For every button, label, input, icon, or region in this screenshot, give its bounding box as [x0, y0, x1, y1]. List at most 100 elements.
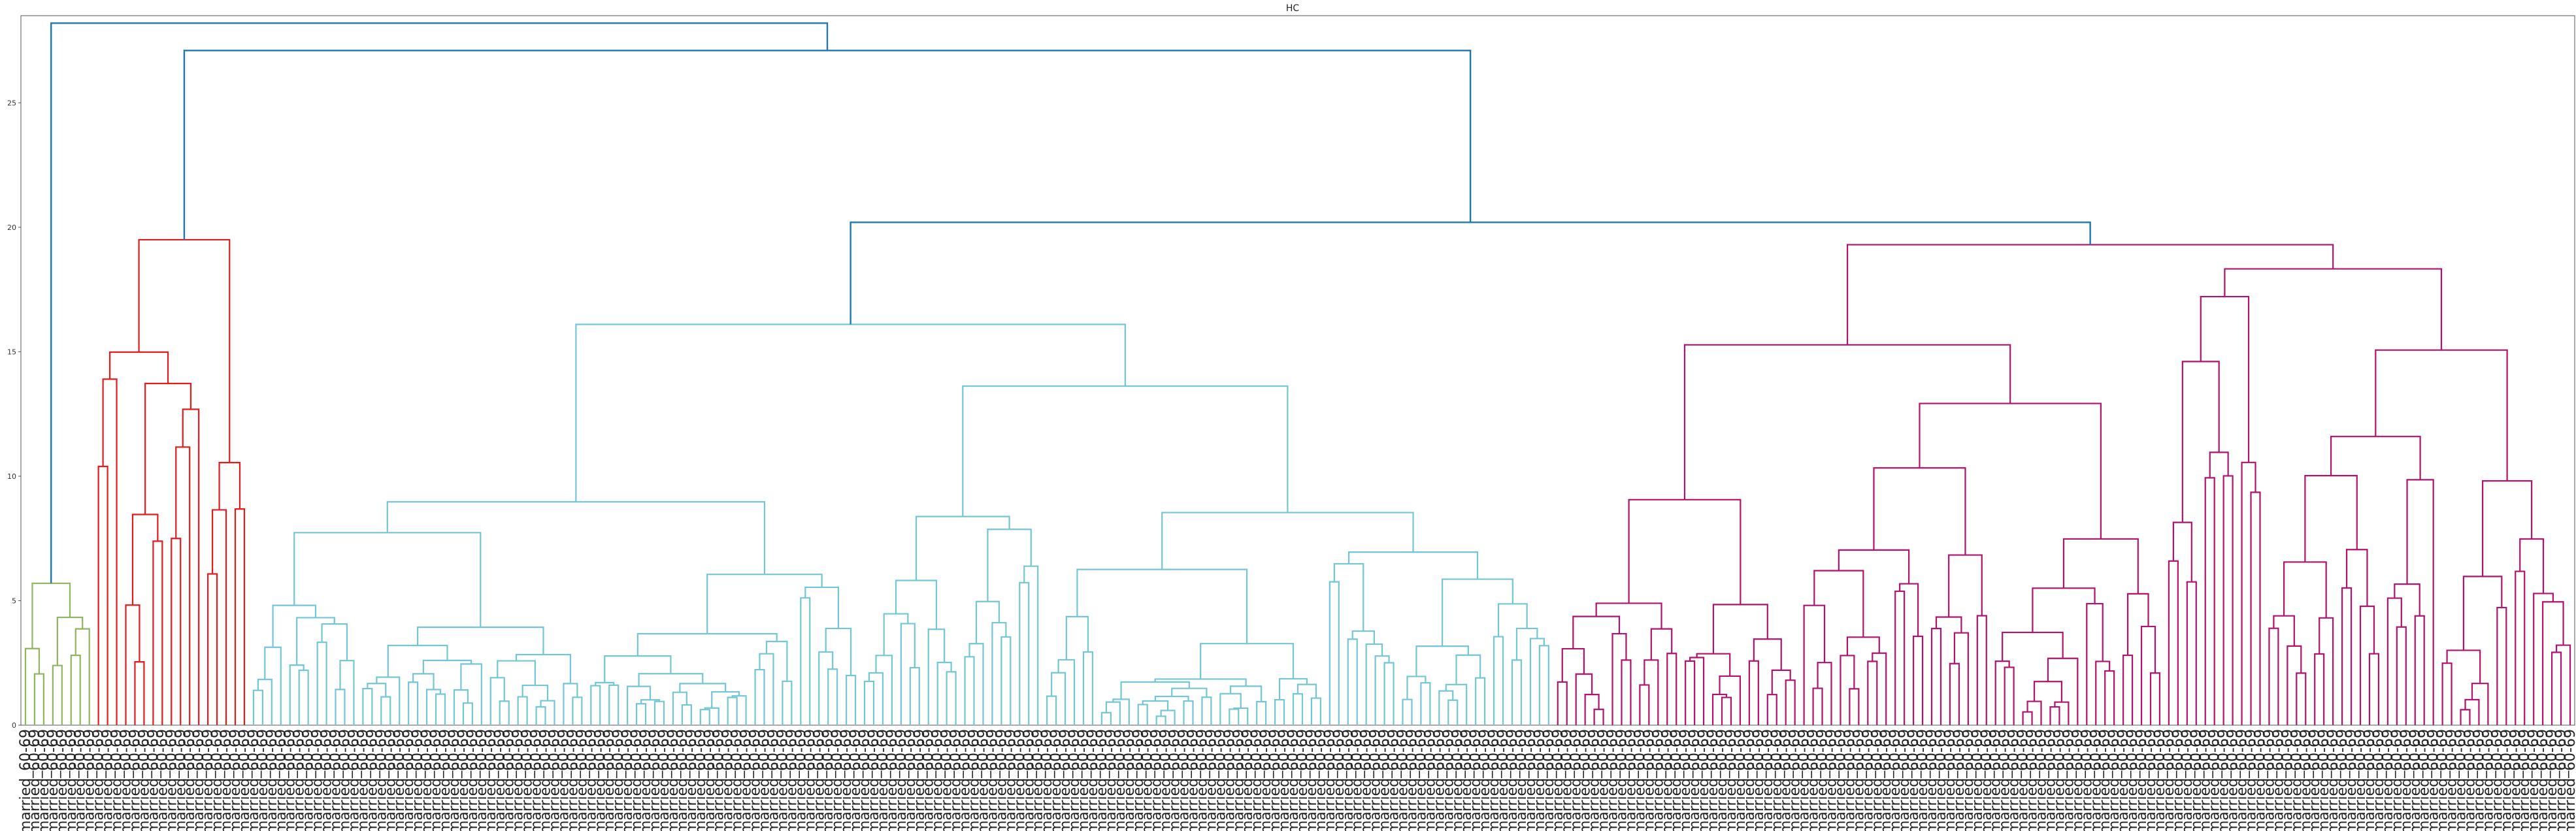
leaf-label: married_60-69 [2225, 729, 2241, 831]
cluster-4-link [2515, 570, 2526, 725]
leaf-label: married_60-69 [1048, 729, 1065, 831]
cluster-3-link [257, 678, 272, 725]
cluster-2-link [102, 378, 118, 725]
leaf-label: married_60-69 [118, 729, 135, 831]
cluster-4-link [1771, 669, 1791, 695]
leaf-label: married_60-69 [1504, 729, 1521, 831]
leaf-label: married_60-69 [2024, 729, 2041, 831]
leaf-label: married_60-69 [546, 729, 563, 831]
leaf-label: married_60-69 [2480, 729, 2496, 831]
leaf-label: married_60-69 [1523, 729, 1539, 831]
leaf-label: married_60-69 [191, 729, 207, 831]
cluster-3-link [1515, 627, 1538, 660]
cluster-3-link [1171, 687, 1208, 698]
leaf-label: married_60-69 [1596, 729, 1612, 831]
cluster-4-link [1611, 632, 1627, 725]
leaf-label: married_60-69 [2143, 729, 2159, 831]
leaf-label: married_60-69 [255, 729, 271, 831]
leaf-label: married_60-69 [1677, 729, 1694, 831]
leaf-label: married_60-69 [1413, 729, 1429, 831]
leaf-label: married_60-69 [2288, 729, 2305, 831]
leaf-label: married_60-69 [127, 729, 143, 831]
cluster-4-link [2086, 602, 2104, 725]
leaf-label: married_60-69 [1787, 729, 1804, 831]
cluster-3-link [1082, 651, 1094, 725]
cluster-2-link [108, 351, 169, 383]
cluster-4-link [2250, 491, 2261, 725]
cluster-4-link [1867, 660, 1878, 725]
cluster-4-link [2519, 538, 2545, 594]
leaf-label: married_60-69 [2343, 729, 2360, 831]
cluster-4-link [1812, 687, 1823, 725]
y-tick-label: 5 [12, 596, 16, 605]
leaf-label: married_60-69 [2124, 729, 2141, 831]
cluster-3-link [453, 689, 469, 725]
cluster-3-link [1112, 698, 1130, 725]
cluster-4-link [2033, 681, 2063, 702]
cluster-3-link [335, 689, 346, 725]
cluster-3-link [636, 703, 647, 725]
cluster-3-link [293, 532, 482, 628]
leaf-label: married_60-69 [1149, 729, 1165, 831]
leaf-label: married_60-69 [337, 729, 353, 831]
leaf-label: married_60-69 [966, 729, 983, 831]
leaf-label: married_60-69 [328, 729, 344, 831]
y-tick-label: 10 [7, 472, 16, 481]
leaf-label: married_60-69 [2261, 729, 2277, 831]
cluster-3-link [1219, 692, 1242, 725]
cluster-3-link [915, 515, 1010, 581]
cluster-4-link [1748, 660, 1759, 725]
cluster-4-link [2551, 651, 2562, 725]
leaf-label: married_60-69 [1131, 729, 1147, 831]
cluster-3-link [540, 700, 555, 725]
leaf-label: married_60-69 [1322, 729, 1338, 831]
leaf-label: married_60-69 [765, 729, 782, 831]
leaf-label: married_60-69 [437, 729, 454, 831]
leaf-label: married_60-69 [1832, 729, 1849, 831]
leaf-label: married_60-69 [875, 729, 891, 831]
leaf-label: married_60-69 [1997, 729, 2013, 831]
cluster-3-link [825, 627, 852, 676]
cluster-4-link [2555, 644, 2571, 725]
leaf-label: married_60-69 [1167, 729, 1183, 831]
cluster-3-link [1100, 711, 1112, 725]
leaf-label: married_60-69 [27, 729, 43, 831]
cluster-3-link [727, 696, 738, 725]
cluster-4-link [2394, 583, 2420, 616]
leaf-label: married_60-69 [1687, 729, 1703, 831]
cluster-4-link [2375, 349, 2508, 481]
leaf-label: married_60-69 [975, 729, 991, 831]
leaf-label: married_60-69 [1085, 729, 1101, 831]
cluster-3-link [535, 706, 546, 725]
cluster-4-link [2359, 605, 2375, 725]
leaf-label: married_60-69 [2170, 729, 2187, 831]
leaf-label: married_60-69 [364, 729, 380, 831]
cluster-4-link [2200, 295, 2250, 463]
leaf-label: married_60-69 [1431, 729, 1447, 831]
cluster-3-link [298, 669, 309, 725]
cluster-3-link [435, 693, 446, 725]
leaf-label: married_60-69 [182, 729, 198, 831]
cluster-3-link [1538, 645, 1549, 725]
cluster-3-link [590, 685, 601, 725]
cluster-3-link [289, 664, 305, 725]
leaf-label: married_60-69 [1039, 729, 1055, 831]
leaf-label: married_60-69 [656, 729, 672, 831]
leaf-label: married_60-69 [1714, 729, 1730, 831]
cluster-4-link [1872, 652, 1887, 725]
cluster-3-link [1455, 654, 1481, 685]
cluster-3-link [595, 681, 615, 686]
leaf-label: married_60-69 [282, 729, 299, 831]
cluster-3-link [1142, 700, 1169, 711]
cluster-3-link [1445, 683, 1468, 725]
leaf-label: married_60-69 [1933, 729, 1949, 831]
cluster-3-link [1497, 603, 1528, 637]
cluster-3-link [1442, 578, 1513, 647]
cluster-4-link [2149, 672, 2161, 725]
leaf-label: married_60-69 [1841, 729, 1858, 831]
leaf-label: married_60-69 [720, 729, 736, 831]
cluster-2-link [152, 540, 163, 725]
cluster-4-link [1561, 647, 1585, 682]
leaf-label: married_60-69 [1340, 729, 1357, 831]
leaf-label: married_60-69 [1988, 729, 2004, 831]
